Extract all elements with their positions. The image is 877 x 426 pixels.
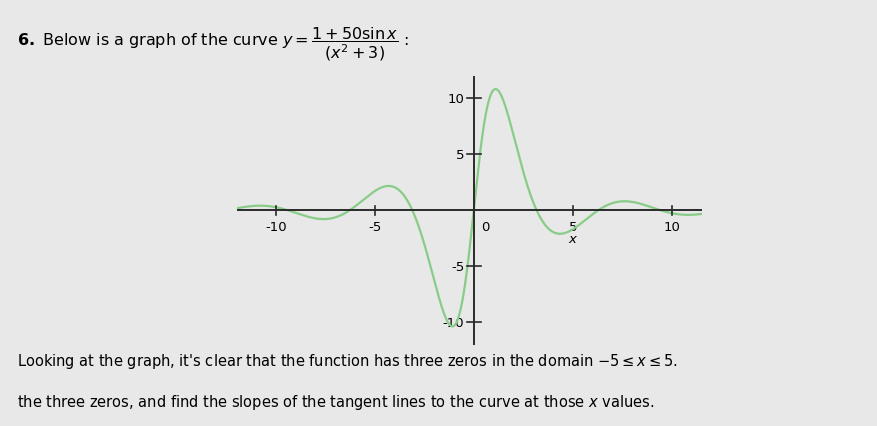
Text: 10: 10 bbox=[664, 221, 681, 234]
Text: $\mathbf{6.}$ Below is a graph of the curve $y = \dfrac{1+50\sin x}{(x^2+3)}$ :: $\mathbf{6.}$ Below is a graph of the cu… bbox=[18, 26, 410, 63]
Text: 0: 0 bbox=[481, 221, 489, 234]
Text: the three zeros, and find the slopes of the tangent lines to the curve at those : the three zeros, and find the slopes of … bbox=[18, 392, 655, 411]
Text: 5: 5 bbox=[569, 221, 577, 234]
Text: Looking at the graph, it's clear that the function has three zeros in the domain: Looking at the graph, it's clear that th… bbox=[18, 351, 678, 371]
Text: -10: -10 bbox=[266, 221, 287, 234]
Text: $x$: $x$ bbox=[568, 232, 578, 245]
Text: 10: 10 bbox=[447, 92, 464, 106]
Text: 5: 5 bbox=[456, 149, 464, 161]
Text: -10: -10 bbox=[443, 316, 464, 329]
Text: -5: -5 bbox=[368, 221, 381, 234]
Text: -5: -5 bbox=[451, 260, 464, 273]
